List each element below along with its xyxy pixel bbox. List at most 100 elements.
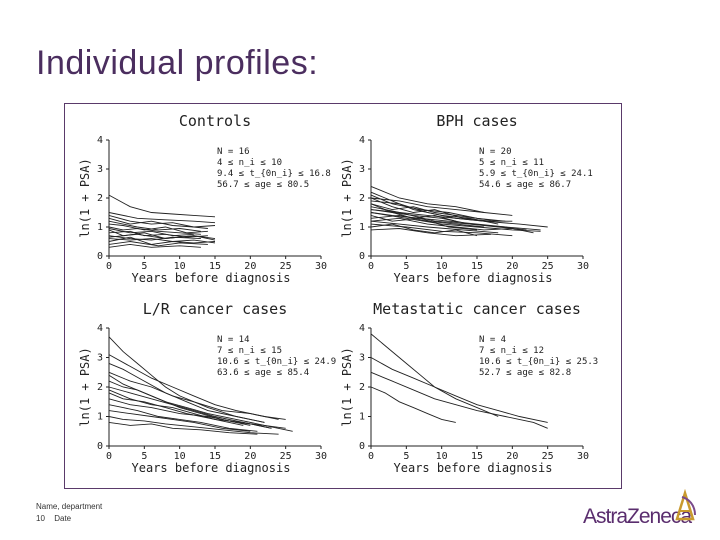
panel1-series-line: [108, 220, 201, 232]
panel1-series-line: [108, 241, 208, 247]
panel3-series-line: [108, 362, 265, 423]
panel3-series-line: [108, 380, 251, 426]
panel3-xtick-label: 0: [106, 451, 112, 462]
panel2-ytick-label: 0: [359, 251, 365, 262]
panel3-stat: 7 ≤ n_i ≤ 15: [217, 346, 282, 356]
panel2-series-line: [370, 194, 506, 222]
panel4-series-line: [370, 357, 548, 423]
panel2-xtick-label: 30: [577, 261, 589, 272]
panel1-series-line: [108, 214, 216, 228]
panel3-stat: 63.6 ≤ age ≤ 85.4: [217, 368, 309, 378]
panel2-series-line: [370, 212, 541, 232]
profiles-figure: Controls 0 1 2 3 4 0 5 10 15 20 25 30 Years before di…: [64, 103, 622, 489]
panel4-title: Metastatic cancer cases: [373, 300, 581, 318]
panel3-series-line: [108, 374, 286, 429]
panel2-series-line: [370, 220, 499, 234]
panel1-series-line: [108, 238, 216, 244]
panel2-xtick-label: 25: [542, 261, 554, 272]
panel3-xlabel: Years before diagnosis: [132, 461, 291, 475]
panel1-stat: 4 ≤ n_i ≤ 10: [217, 158, 282, 168]
panel1-xtick-label: 15: [209, 261, 221, 272]
panel1-ytick-label: 1: [97, 222, 103, 233]
panel1-series-line: [108, 226, 201, 235]
panel2-stat: 5 ≤ n_i ≤ 11: [479, 158, 544, 168]
panel1-title: Controls: [179, 112, 251, 130]
panel2-series-line: [370, 197, 492, 222]
panel1-stat: 56.7 ≤ age ≤ 80.5: [217, 180, 309, 190]
logo-text: AstraZeneca: [583, 505, 692, 528]
footer-date: Date: [54, 514, 72, 523]
panel4-stat: 7 ≤ n_i ≤ 12: [479, 346, 544, 356]
panel1-xtick-label: 25: [280, 261, 292, 272]
panel3-xtick-label: 5: [141, 451, 147, 462]
panel3-ytick-label: 3: [97, 353, 103, 364]
panel1-stat: 9.4 ≤ t_{0n_i} ≤ 16.8: [217, 169, 331, 179]
panel2-ytick-label: 1: [359, 222, 365, 233]
panel3-series-line: [108, 386, 272, 429]
panel3-series-line: [108, 371, 279, 420]
panel4-ytick-label: 3: [359, 353, 365, 364]
panel2-ytick-label: 4: [359, 135, 365, 146]
panel1-series-line: [108, 233, 216, 241]
panel1-ytick-label: 4: [97, 135, 103, 146]
panel3-ytick-label: 4: [97, 323, 103, 334]
panel2-title: BPH cases: [436, 112, 517, 130]
panel4-xtick-label: 15: [471, 451, 483, 462]
panel1-series-line: [108, 228, 194, 237]
panel4-series-line: [370, 333, 499, 417]
panel3-xtick-label: 30: [315, 451, 327, 462]
panel2-xlabel: Years before diagnosis: [394, 271, 553, 285]
panel1-series-line: [108, 235, 201, 241]
panel4-ytick-label: 4: [359, 323, 365, 334]
panel1-xtick-label: 10: [174, 261, 186, 272]
panel3-ytick-label: 1: [97, 412, 103, 423]
panel4-stat: N = 4: [479, 335, 506, 345]
panel4-xtick-label: 25: [542, 451, 554, 462]
panel2-series-line: [370, 223, 478, 237]
panel4-xtick-label: 10: [436, 451, 448, 462]
slide-title: Individual profiles:: [36, 44, 319, 82]
panel1-series-line: [108, 243, 201, 248]
footer-name: Name, department: [36, 502, 103, 511]
panel1-ytick-label: 2: [97, 193, 103, 204]
panel4-ytick-label: 1: [359, 412, 365, 423]
panel4-xtick-label: 30: [577, 451, 589, 462]
astrazeneca-logo: AstraZeneca: [583, 489, 698, 529]
panel2-xtick-label: 0: [368, 261, 374, 272]
panel2-xtick-label: 20: [506, 261, 518, 272]
panel1-xtick-label: 0: [106, 261, 112, 272]
panel4-stat: 10.6 ≤ t_{0n_i} ≤ 25.3: [479, 357, 598, 367]
panel4-stat: 52.7 ≤ age ≤ 82.8: [479, 368, 571, 378]
panel2-series-line: [370, 185, 485, 213]
panel1-ytick-label: 3: [97, 164, 103, 175]
panel3-xtick-label: 20: [244, 451, 256, 462]
logo-emblem-icon: [675, 489, 696, 521]
panel4-series-line: [370, 371, 548, 429]
panel1-xtick-label: 30: [315, 261, 327, 272]
panel1-stat: N = 16: [217, 147, 250, 157]
panel3-stat: 10.6 ≤ t_{0n_i} ≤ 24.9: [217, 357, 336, 367]
panel2-xtick-label: 10: [436, 261, 448, 272]
panel1-xtick-label: 5: [141, 261, 147, 272]
panel2-xtick-label: 5: [403, 261, 409, 272]
panel2-stat: N = 20: [479, 147, 512, 157]
panel1-series-line: [108, 194, 216, 218]
panel3-title: L/R cancer cases: [143, 300, 288, 318]
panel3-series-line: [108, 398, 293, 432]
panel2-ytick-label: 3: [359, 164, 365, 175]
panel2-ylabel: ln(1 + PSA): [340, 158, 354, 237]
panel1-series-line: [108, 230, 208, 238]
panel2-series-line: [370, 197, 513, 216]
panel2-series-line: [370, 214, 478, 231]
panel2-ytick-label: 2: [359, 193, 365, 204]
panel3-ytick-label: 2: [97, 382, 103, 393]
panel2-stat: 54.6 ≤ age ≤ 86.7: [479, 180, 571, 190]
panel1-series-line: [108, 223, 208, 234]
panel2-stat: 5.9 ≤ t_{0n_i} ≤ 24.1: [479, 169, 593, 179]
panel4-xlabel: Years before diagnosis: [394, 461, 553, 475]
panel4-ytick-label: 0: [359, 441, 365, 452]
panel2-series-line: [370, 209, 456, 222]
page-number: 10: [36, 514, 45, 523]
panel3-xtick-label: 25: [280, 451, 292, 462]
